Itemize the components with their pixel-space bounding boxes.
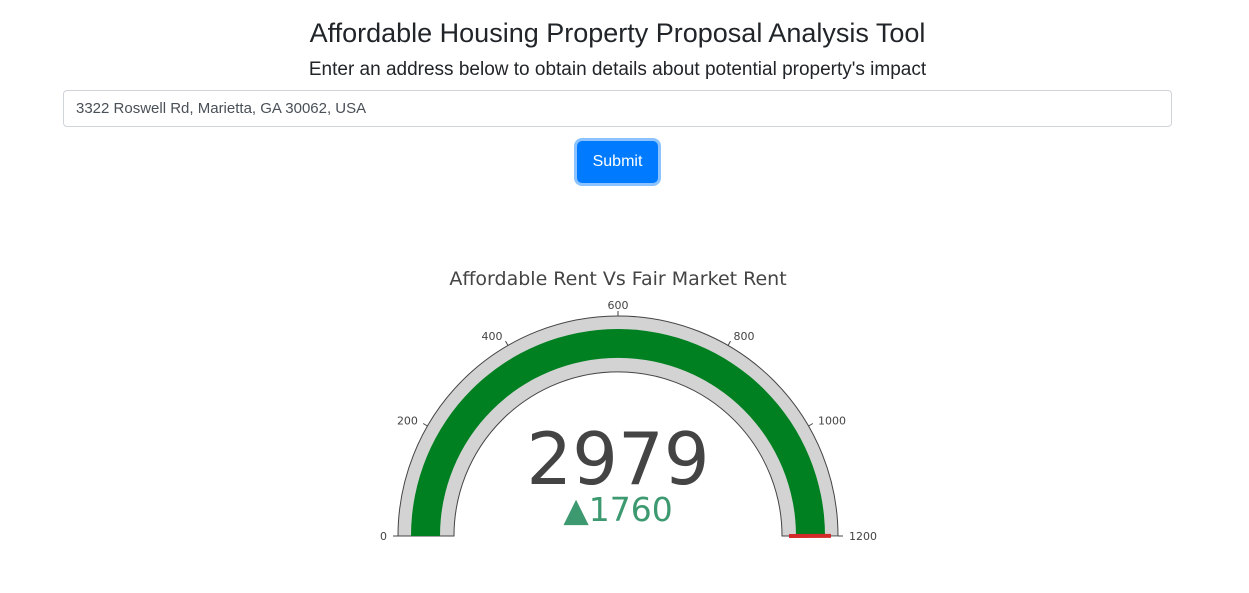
gauge-tick-label: 800 <box>734 330 755 343</box>
gauge-tick-label: 600 <box>608 299 629 312</box>
gauge-tick-label: 1200 <box>849 530 877 543</box>
gauge-value-bar <box>411 328 825 536</box>
gauge-tick-label: 400 <box>482 330 503 343</box>
gauge-delta-value: 1760 <box>589 490 673 529</box>
gauge-tick-mark <box>808 423 814 427</box>
gauge-tick-mark <box>727 340 731 346</box>
submit-button[interactable]: Submit <box>577 141 658 183</box>
gauge-tick-mark <box>422 423 428 427</box>
gauge-value: 2979 <box>526 417 709 501</box>
page-title: Affordable Housing Property Proposal Ana… <box>309 18 926 48</box>
gauge-axis: 0 200 400 600 800 1000 1200 <box>380 299 877 543</box>
gauge-tick-label: 0 <box>380 530 387 543</box>
page-subtitle: Enter an address below to obtain details… <box>308 59 927 80</box>
gauge-tick-label: 1000 <box>818 415 846 428</box>
address-input[interactable] <box>63 90 1172 127</box>
chart-title: Affordable Rent Vs Fair Market Rent <box>449 268 786 290</box>
gauge-tick-mark <box>505 340 509 346</box>
delta-up-arrow-icon: ▲ <box>563 490 589 529</box>
gauge-delta: ▲1760 <box>563 490 672 529</box>
gauge-tick-label: 200 <box>397 415 418 428</box>
